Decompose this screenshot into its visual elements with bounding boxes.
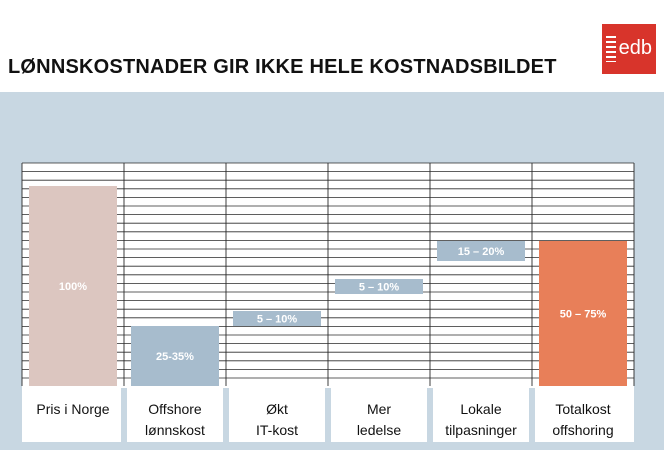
category-label: lønnskost <box>145 422 205 438</box>
bar <box>335 279 423 294</box>
label-separator <box>121 388 127 444</box>
bar <box>29 186 117 386</box>
category-label: tilpasninger <box>445 422 517 438</box>
bar <box>131 326 219 386</box>
label-separator <box>223 388 229 444</box>
category-label: Økt <box>266 401 288 417</box>
bar-value-label: 5 – 10% <box>257 314 298 326</box>
bar-value-label: 5 – 10% <box>359 282 400 294</box>
category-label: Pris i Norge <box>36 401 109 417</box>
label-separator <box>529 388 535 444</box>
category-label: Totalkost <box>555 401 610 417</box>
slide-title: LØNNSKOSTNADER GIR IKKE HELE KOSTNADSBIL… <box>8 56 557 78</box>
bar-value-label: 100% <box>59 281 87 293</box>
category-label: Offshore <box>148 401 202 417</box>
bar-value-label: 25-35% <box>156 351 194 363</box>
bar-value-label: 15 – 20% <box>458 246 505 258</box>
category-label: Mer <box>367 401 391 417</box>
bar <box>437 241 525 261</box>
bar <box>233 311 321 326</box>
label-separator <box>427 388 433 444</box>
edb-logo: edb <box>602 24 656 74</box>
category-label: IT-kost <box>256 422 298 438</box>
bar <box>539 241 627 386</box>
label-separator <box>325 388 331 444</box>
category-label: ledelse <box>357 422 402 438</box>
bar-value-label: 50 – 75% <box>560 309 607 321</box>
category-label: offshoring <box>552 422 613 438</box>
category-label: Lokale <box>460 401 501 417</box>
